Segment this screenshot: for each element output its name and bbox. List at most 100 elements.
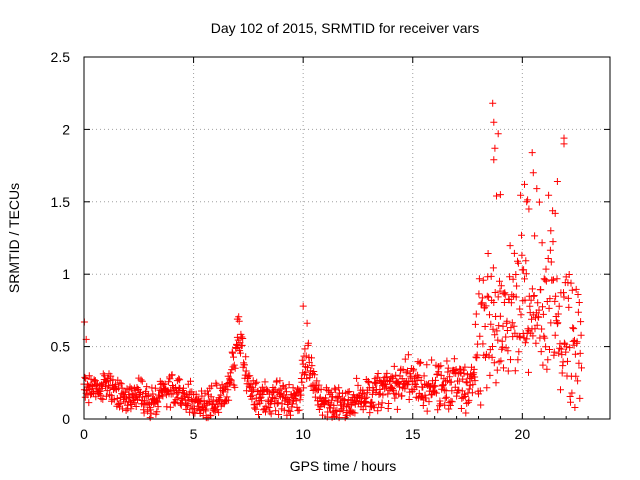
data-point bbox=[560, 140, 568, 148]
data-point bbox=[481, 323, 489, 330]
data-point bbox=[497, 357, 505, 365]
data-point bbox=[541, 276, 549, 284]
data-point bbox=[333, 406, 341, 414]
data-point bbox=[498, 337, 506, 345]
data-point bbox=[238, 341, 246, 349]
data-point bbox=[388, 373, 396, 381]
data-point bbox=[545, 191, 553, 199]
data-point bbox=[81, 373, 89, 381]
data-point bbox=[558, 351, 566, 359]
data-point bbox=[499, 322, 507, 330]
data-point bbox=[448, 398, 456, 406]
data-point bbox=[485, 352, 493, 360]
data-point bbox=[539, 303, 546, 311]
data-point bbox=[298, 356, 306, 364]
y-tick-label: 0.5 bbox=[51, 339, 71, 355]
data-point bbox=[366, 409, 374, 417]
data-point bbox=[289, 384, 297, 392]
data-point bbox=[417, 376, 425, 384]
data-point bbox=[221, 398, 229, 406]
data-point bbox=[224, 386, 232, 394]
data-point bbox=[471, 320, 479, 328]
data-point bbox=[396, 383, 404, 391]
data-point bbox=[511, 367, 519, 375]
data-point bbox=[504, 367, 512, 375]
data-point bbox=[475, 275, 483, 283]
data-point bbox=[497, 282, 505, 290]
x-tick-label: 0 bbox=[80, 426, 88, 442]
data-point bbox=[146, 414, 154, 422]
data-point bbox=[461, 363, 469, 371]
data-point bbox=[482, 353, 489, 361]
data-point bbox=[525, 205, 533, 213]
data-point bbox=[118, 384, 126, 392]
data-point bbox=[315, 381, 323, 389]
data-point bbox=[500, 299, 508, 306]
data-point bbox=[527, 296, 535, 304]
data-point bbox=[469, 381, 477, 389]
data-point bbox=[253, 378, 261, 386]
data-point bbox=[428, 356, 436, 364]
data-point bbox=[176, 376, 184, 384]
data-point bbox=[544, 255, 552, 262]
data-point bbox=[431, 388, 439, 396]
data-point bbox=[334, 393, 342, 400]
data-point bbox=[137, 388, 144, 396]
data-point bbox=[528, 285, 536, 293]
data-point bbox=[243, 387, 251, 395]
data-point bbox=[441, 394, 449, 402]
data-point bbox=[209, 396, 217, 404]
data-point bbox=[521, 180, 528, 188]
data-point bbox=[551, 331, 559, 339]
data-point bbox=[515, 332, 523, 340]
data-point bbox=[531, 232, 539, 240]
data-point bbox=[462, 409, 470, 417]
data-point bbox=[127, 405, 135, 413]
data-point bbox=[476, 387, 484, 395]
data-point bbox=[285, 407, 293, 415]
data-point bbox=[578, 364, 585, 372]
data-point bbox=[237, 349, 244, 357]
data-point bbox=[267, 410, 275, 418]
data-point bbox=[515, 348, 523, 356]
data-point bbox=[484, 250, 492, 257]
data-point bbox=[550, 348, 558, 356]
data-point bbox=[147, 409, 155, 417]
data-point bbox=[560, 293, 568, 301]
data-point bbox=[492, 379, 500, 387]
data-point bbox=[475, 390, 482, 398]
data-point bbox=[354, 381, 362, 389]
data-point bbox=[274, 389, 282, 397]
data-point bbox=[128, 401, 136, 408]
data-point bbox=[374, 370, 382, 377]
data-point bbox=[154, 403, 162, 411]
data-point bbox=[487, 320, 495, 328]
data-point bbox=[175, 375, 183, 383]
data-point bbox=[143, 383, 151, 391]
data-point bbox=[496, 287, 504, 295]
data-point bbox=[377, 403, 385, 411]
data-point bbox=[533, 185, 541, 193]
y-axis-label: SRMTID / TECUs bbox=[6, 183, 22, 293]
data-point bbox=[558, 369, 566, 377]
data-point bbox=[151, 384, 159, 392]
data-point bbox=[436, 400, 444, 408]
data-point bbox=[393, 405, 401, 413]
data-point bbox=[403, 381, 411, 389]
data-point bbox=[311, 371, 319, 379]
data-point bbox=[126, 383, 134, 391]
y-tick-label: 2 bbox=[62, 121, 70, 137]
data-point bbox=[509, 275, 517, 283]
data-point bbox=[479, 276, 487, 284]
data-point bbox=[517, 191, 525, 199]
data-point bbox=[344, 388, 352, 396]
data-point bbox=[389, 385, 397, 393]
data-point bbox=[187, 377, 194, 385]
data-point bbox=[490, 299, 498, 306]
data-point bbox=[127, 385, 135, 393]
data-point bbox=[547, 227, 555, 235]
data-point bbox=[382, 373, 390, 381]
data-point bbox=[532, 339, 540, 347]
data-point bbox=[507, 299, 515, 307]
data-point bbox=[196, 398, 204, 406]
